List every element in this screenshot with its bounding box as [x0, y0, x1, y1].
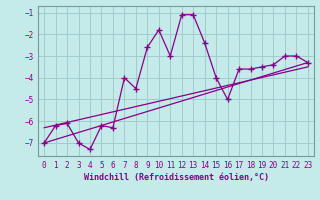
X-axis label: Windchill (Refroidissement éolien,°C): Windchill (Refroidissement éolien,°C): [84, 173, 268, 182]
